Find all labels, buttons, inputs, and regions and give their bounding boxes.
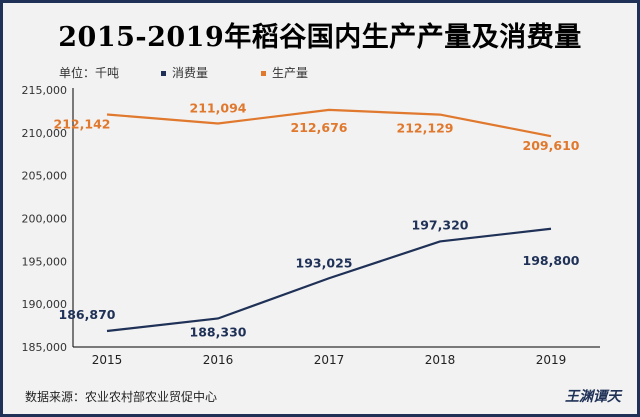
watermark-logo: 王渊谭天 bbox=[565, 389, 621, 405]
legend-swatch-production bbox=[261, 71, 266, 76]
x-tick-label: 2018 bbox=[425, 353, 456, 367]
legend-label-consumption: 消费量 bbox=[172, 66, 209, 80]
x-tick-label: 2017 bbox=[314, 353, 345, 367]
unit-label: 单位：千吨 bbox=[59, 66, 120, 80]
y-tick-label: 210,000 bbox=[22, 127, 68, 140]
legend-item-production: 生产量 bbox=[261, 64, 308, 81]
x-tick-label: 2019 bbox=[536, 353, 567, 367]
data-label: 193,025 bbox=[296, 255, 353, 270]
y-tick-label: 205,000 bbox=[22, 170, 68, 183]
legend-item-consumption: 消费量 bbox=[161, 64, 208, 81]
y-tick-label: 190,000 bbox=[22, 298, 68, 311]
data-label: 211,094 bbox=[190, 100, 247, 115]
x-tick-label: 2015 bbox=[92, 353, 123, 367]
legend-label-production: 生产量 bbox=[272, 66, 309, 80]
data-label: 212,129 bbox=[397, 121, 454, 136]
data-label: 212,676 bbox=[291, 120, 348, 135]
legend-swatch-consumption bbox=[161, 71, 166, 76]
chart-title: 2015-2019年稻谷国内生产产量及消费量 bbox=[58, 22, 582, 53]
y-tick-label: 200,000 bbox=[22, 213, 68, 226]
consumption-line bbox=[106, 227, 552, 333]
y-tick-label: 185,000 bbox=[22, 341, 68, 354]
data-label: 197,320 bbox=[412, 217, 469, 232]
y-tick-label: 215,000 bbox=[22, 84, 68, 97]
y-tick-label: 195,000 bbox=[22, 255, 68, 268]
production-line bbox=[106, 108, 552, 138]
data-label: 186,870 bbox=[59, 307, 116, 322]
x-tick-label: 2016 bbox=[203, 353, 234, 367]
data-label: 209,610 bbox=[523, 138, 580, 153]
data-label: 188,330 bbox=[190, 324, 247, 339]
data-label: 198,800 bbox=[523, 253, 580, 268]
data-source: 数据来源：农业农村部农业贸促中心 bbox=[25, 390, 218, 404]
data-label: 212,142 bbox=[54, 116, 111, 131]
